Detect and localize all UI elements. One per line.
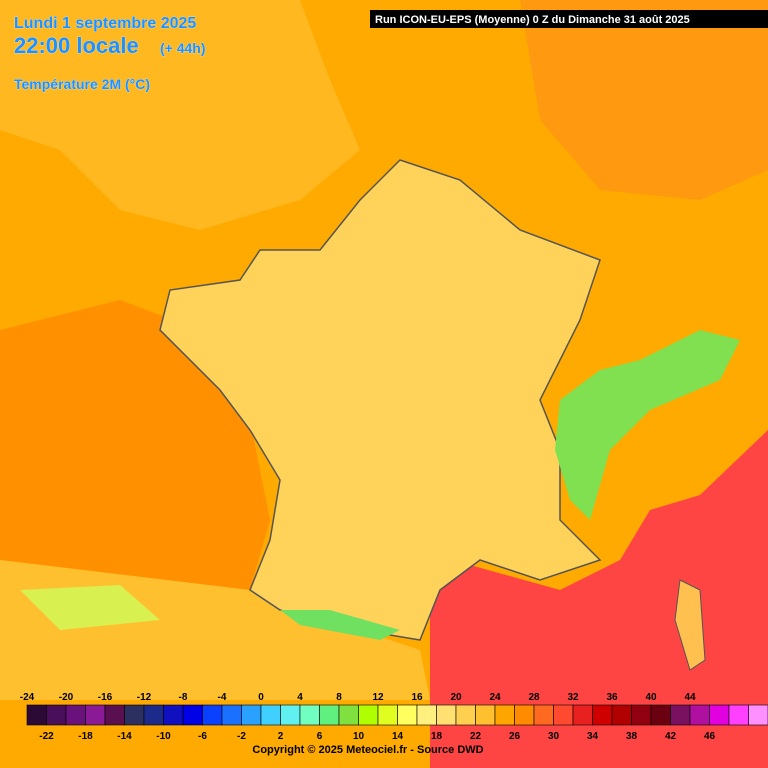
colorbar-label: -10	[156, 731, 171, 742]
date: Lundi 1 septembre 2025	[14, 15, 196, 32]
colorbar-label: 18	[431, 731, 443, 742]
color-cell	[163, 704, 184, 726]
variable: Température 2M (°C)	[14, 76, 150, 92]
color-cell	[85, 704, 106, 726]
color-cell	[182, 704, 203, 726]
color-cell	[26, 704, 47, 726]
color-cell	[124, 704, 145, 726]
colorbar-label: 42	[665, 731, 677, 742]
color-cell	[475, 704, 496, 726]
colorbar-label: 32	[567, 692, 579, 703]
color-cell	[670, 704, 691, 726]
color-cell	[377, 704, 398, 726]
colorbar-label: 46	[704, 731, 716, 742]
colorbar-label: -22	[39, 731, 54, 742]
alps	[555, 330, 740, 520]
color-cell	[260, 704, 281, 726]
colorbar-label: -4	[218, 692, 227, 703]
colorbar-label: 30	[548, 731, 560, 742]
colorbar-label: 24	[489, 692, 501, 703]
colorbar-label: 0	[258, 692, 264, 703]
color-cell	[416, 704, 437, 726]
colorbar-label: -2	[237, 731, 246, 742]
copyright: Copyright © 2025 Meteociel.fr - Source D…	[252, 744, 483, 756]
colorbar-label: 10	[353, 731, 365, 742]
color-cell	[202, 704, 223, 726]
colorbar-label: 16	[411, 692, 423, 703]
color-cell	[358, 704, 379, 726]
color-cell	[514, 704, 535, 726]
colorbar-label: 34	[587, 731, 599, 742]
colorbar-label: -6	[198, 731, 207, 742]
color-cell	[397, 704, 418, 726]
color-cell	[631, 704, 652, 726]
colorbar-label: -16	[98, 692, 113, 703]
run: Run ICON-EU-EPS (Moyenne) 0 Z du Dimanch…	[375, 14, 690, 26]
colorbar-label: -24	[20, 692, 35, 703]
run-box	[370, 10, 768, 28]
colorbar-label: -8	[179, 692, 188, 703]
color-cell	[338, 704, 359, 726]
france	[159, 159, 602, 641]
color-cell	[494, 704, 515, 726]
colorbar-label: 40	[645, 692, 657, 703]
colorbar-label: 26	[509, 731, 521, 742]
colorbar-label: 4	[297, 692, 303, 703]
color-cell	[280, 704, 301, 726]
colorbar-label: 14	[392, 731, 404, 742]
colorbar-label: 22	[470, 731, 482, 742]
color-cell	[553, 704, 574, 726]
color-cell	[455, 704, 476, 726]
color-cell	[650, 704, 671, 726]
color-cell	[748, 704, 768, 726]
color-cell	[572, 704, 593, 726]
color-cell	[728, 704, 749, 726]
colorbar-label: 20	[450, 692, 462, 703]
lead: (+ 44h)	[160, 40, 206, 56]
colorbar-label: -14	[117, 731, 132, 742]
colorbar-label: 6	[317, 731, 323, 742]
color-cell	[104, 704, 125, 726]
color-cell	[533, 704, 554, 726]
color-cell	[143, 704, 164, 726]
corsica	[674, 579, 706, 671]
colorbar: -24 -20 -16 -12 -8 -4 0 4 8 12 16 20 24 28 32 36 40 44-22…	[20, 692, 768, 742]
color-cell	[689, 704, 710, 726]
colorbar-label: 44	[684, 692, 696, 703]
colorbar-label: 36	[606, 692, 618, 703]
colorbar-label: 8	[336, 692, 342, 703]
color-cell	[592, 704, 613, 726]
color-cell	[299, 704, 320, 726]
uk-area	[0, 0, 360, 230]
north-sea	[520, 0, 768, 200]
colorbar-label: 2	[278, 731, 284, 742]
spain-cool	[20, 585, 160, 630]
color-cell	[241, 704, 262, 726]
colorbar-label: 12	[372, 692, 384, 703]
color-cell	[221, 704, 242, 726]
pyrenees	[280, 610, 400, 640]
color-cell	[436, 704, 457, 726]
color-cell	[709, 704, 730, 726]
color-cell	[319, 704, 340, 726]
colorbar-label: -18	[78, 731, 93, 742]
colorbar-label: 38	[626, 731, 638, 742]
color-cell	[46, 704, 67, 726]
mediterranean	[430, 430, 768, 768]
colorbar-label: 28	[528, 692, 540, 703]
color-cell	[611, 704, 632, 726]
time: 22:00 locale	[14, 33, 139, 58]
colorbar-label: -20	[59, 692, 74, 703]
color-cell	[65, 704, 86, 726]
colorbar-label: -12	[137, 692, 152, 703]
